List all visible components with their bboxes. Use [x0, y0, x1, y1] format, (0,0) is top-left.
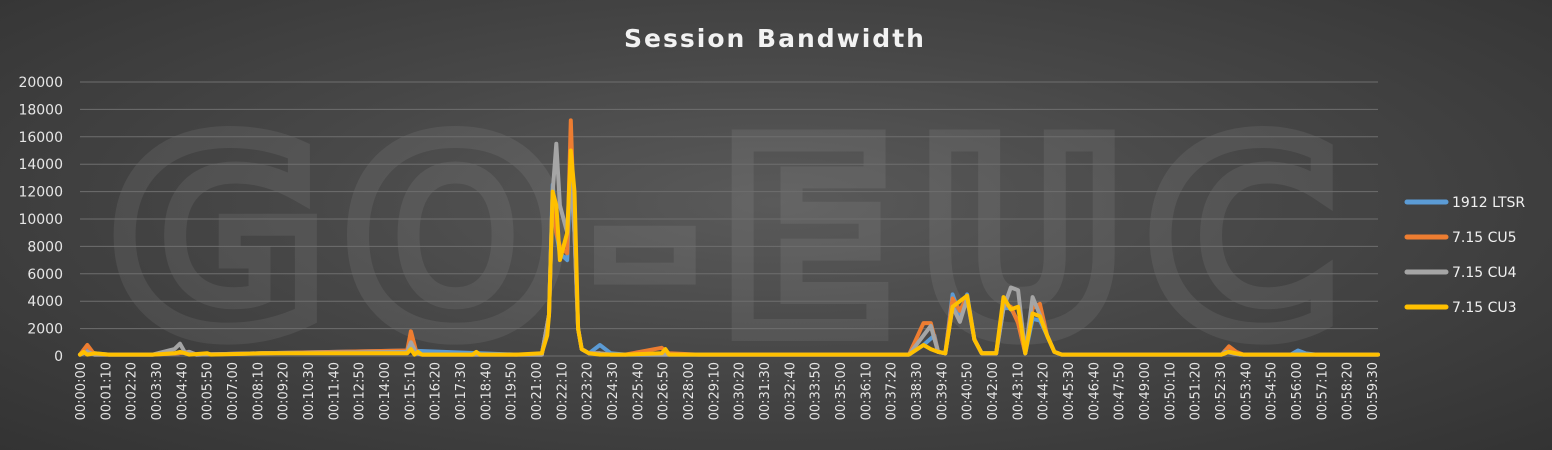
- x-tick-label: 00:44:20: [1037, 362, 1052, 420]
- x-tick-label: 00:31:30: [758, 362, 773, 420]
- watermark-logo: GO-EUC: [112, 90, 1359, 392]
- x-tick-label: 00:05:50: [201, 362, 216, 420]
- x-tick-label: 00:35:00: [834, 362, 849, 420]
- legend-label-1: 1912 LTSR: [1452, 195, 1525, 211]
- series-lines: [78, 118, 1380, 357]
- x-tick-label: 00:49:00: [1138, 362, 1153, 420]
- y-tick-label: 6000: [27, 267, 63, 283]
- x-tick-label: 00:45:30: [1062, 362, 1077, 420]
- x-tick-label: 00:07:00: [226, 362, 241, 420]
- legend-label-4: 7.15 CU3: [1452, 300, 1517, 316]
- gridlines: [80, 81, 1378, 357]
- x-tick-label: 00:56:00: [1290, 362, 1305, 420]
- y-tick-label: 16000: [18, 130, 63, 146]
- y-tick-label: 10000: [18, 212, 63, 228]
- x-tick-label: 00:19:50: [505, 362, 520, 420]
- x-tick-label: 00:28:00: [682, 362, 697, 420]
- x-tick-label: 00:17:30: [454, 362, 469, 420]
- x-tick-label: 00:54:50: [1265, 362, 1280, 420]
- x-tick-label: 00:00:00: [74, 362, 89, 420]
- legend-label-2: 7.15 CU5: [1452, 230, 1517, 246]
- x-tick-label: 00:15:10: [403, 362, 418, 420]
- x-tick-label: 00:14:00: [378, 362, 393, 420]
- x-tick-label: 00:16:20: [429, 362, 444, 420]
- y-axis: 0 2000 4000 6000 8000 10000 12000 14000 16000 180…: [18, 75, 63, 365]
- x-tick-label: 00:21:00: [530, 362, 545, 420]
- x-tick-label: 00:46:40: [1087, 362, 1102, 420]
- x-tick-label: 00:58:20: [1341, 362, 1356, 420]
- x-tick-label: 00:09:20: [277, 362, 292, 420]
- x-tick-label: 00:38:30: [910, 362, 925, 420]
- x-tick-label: 00:02:20: [125, 362, 140, 420]
- x-tick-label: 00:57:10: [1315, 362, 1330, 420]
- series-line-4: [78, 148, 1380, 357]
- x-tick-label: 00:52:30: [1214, 362, 1229, 420]
- y-tick-label: 12000: [18, 185, 63, 201]
- y-tick-label: 2000: [27, 322, 63, 338]
- legend: 1912 LTSR 7.15 CU5 7.15 CU4 7.15 CU3: [1404, 195, 1525, 316]
- x-tick-label: 00:59:30: [1366, 362, 1381, 420]
- x-tick-label: 00:22:10: [555, 362, 570, 420]
- x-tick-label: 00:36:10: [859, 362, 874, 420]
- x-axis: 00:00:00 00:01:10 00:02:20 00:03:30 00:04:40…: [74, 362, 1381, 420]
- y-tick-label: 18000: [18, 102, 63, 118]
- x-tick-label: 00:04:40: [175, 362, 190, 420]
- x-tick-label: 00:33:50: [809, 362, 824, 420]
- x-tick-label: 00:12:50: [353, 362, 368, 420]
- y-tick-label: 14000: [18, 157, 63, 173]
- y-tick-label: 8000: [27, 239, 63, 255]
- x-tick-label: 00:32:40: [783, 362, 798, 420]
- x-tick-label: 00:10:30: [302, 362, 317, 420]
- x-tick-label: 00:18:40: [479, 362, 494, 420]
- x-tick-label: 00:42:00: [986, 362, 1001, 420]
- x-tick-label: 00:23:20: [581, 362, 596, 420]
- x-tick-label: 00:11:40: [327, 362, 342, 420]
- legend-label-3: 7.15 CU4: [1452, 265, 1517, 281]
- x-tick-label: 00:40:50: [961, 362, 976, 420]
- x-tick-label: 00:08:10: [251, 362, 266, 420]
- x-tick-label: 00:43:10: [1011, 362, 1026, 420]
- x-tick-label: 00:29:10: [707, 362, 722, 420]
- x-tick-label: 00:25:40: [631, 362, 646, 420]
- x-tick-label: 00:30:20: [733, 362, 748, 420]
- x-tick-label: 00:47:50: [1113, 362, 1128, 420]
- x-tick-label: 00:26:50: [657, 362, 672, 420]
- x-tick-label: 00:01:10: [99, 362, 114, 420]
- y-tick-label: 20000: [18, 75, 63, 91]
- x-tick-label: 00:03:30: [150, 362, 165, 420]
- x-tick-label: 00:37:20: [885, 362, 900, 420]
- x-tick-label: 00:24:30: [606, 362, 621, 420]
- y-tick-label: 0: [54, 349, 63, 365]
- y-tick-label: 4000: [27, 294, 63, 310]
- x-tick-label: 00:51:20: [1189, 362, 1204, 420]
- x-tick-label: 00:39:40: [935, 362, 950, 420]
- x-tick-label: 00:50:10: [1163, 362, 1178, 420]
- chart-title: Session Bandwidth: [624, 24, 926, 53]
- x-tick-label: 00:53:40: [1239, 362, 1254, 420]
